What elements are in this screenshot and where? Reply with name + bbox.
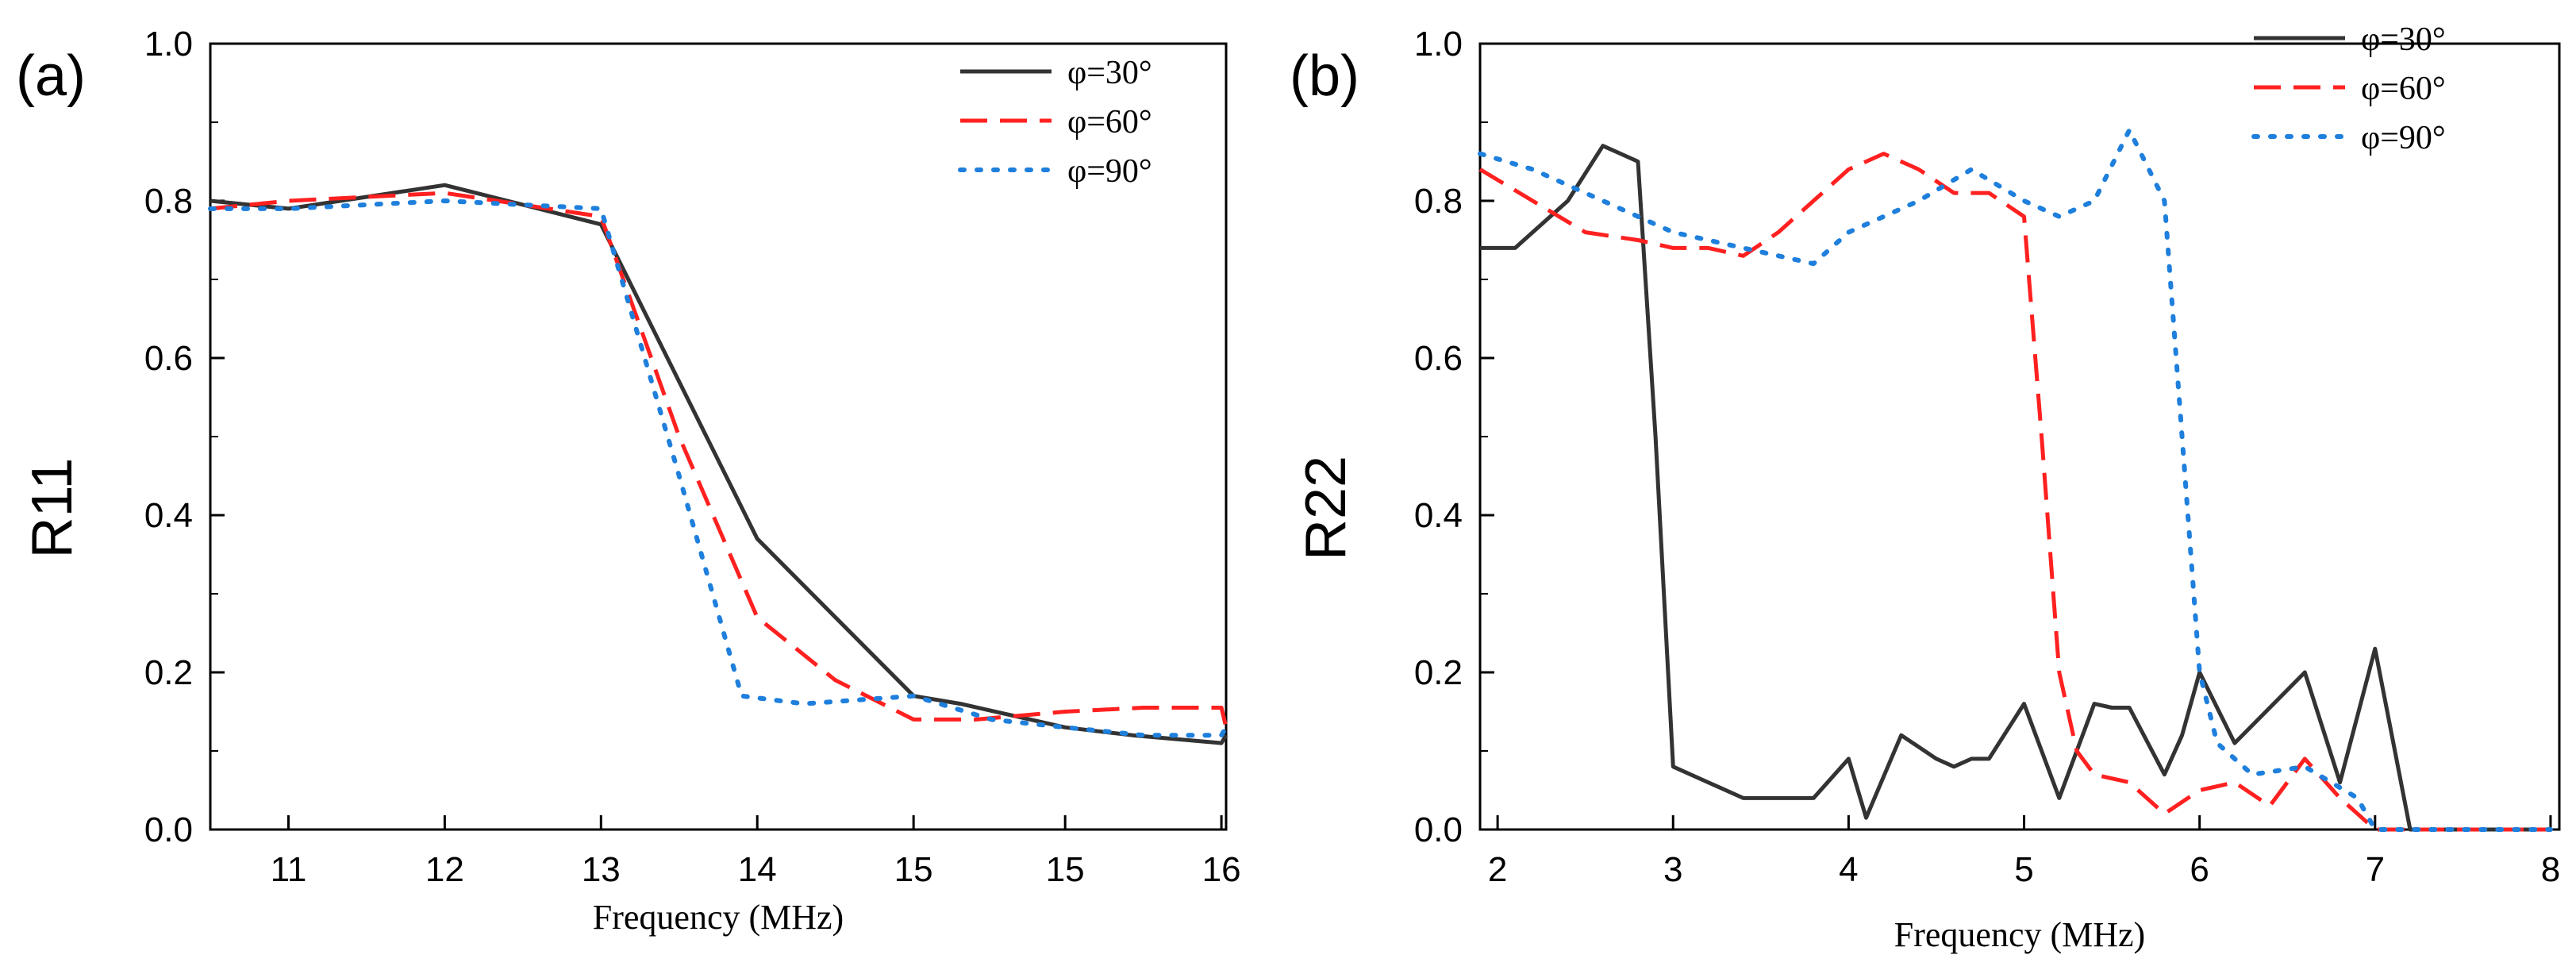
legend-label: φ=90°	[1067, 153, 1152, 190]
x-tick-label: 5	[2014, 850, 2033, 889]
y-axis-label-a: R11	[21, 458, 84, 559]
x-ticks-b: 2 3 4 5 6 7 8	[1488, 815, 2560, 889]
x-tick-label: 16	[1202, 850, 1241, 889]
legend-a: φ=30° φ=60° φ=90°	[958, 55, 1152, 190]
x-tick-label: 14	[738, 850, 777, 889]
x-tick-label: 7	[2366, 850, 2385, 889]
x-tick-label: 15	[894, 850, 933, 889]
series-line	[1480, 144, 2551, 832]
y-tick-label: 0.2	[1414, 653, 1463, 692]
series-line	[210, 191, 1228, 728]
legend-label: φ=90°	[2361, 120, 2446, 156]
y-axis-label-b: R22	[1294, 456, 1358, 560]
y-tick-label: 0.8	[144, 182, 193, 221]
chart-panel-b: (b) R22 0.0 0.2 0.4 0.6 0.8 1.0 2 3 4 5 6 7 8 Frequ…	[1290, 21, 2561, 954]
y-ticks-a: 0.0 0.2 0.4 0.6 0.8 1.0	[144, 25, 225, 849]
x-tick-label: 3	[1663, 850, 1682, 889]
y-tick-label: 0.0	[144, 810, 193, 849]
legend-label: φ=30°	[1067, 55, 1152, 91]
y-tick-label: 1.0	[1414, 25, 1463, 64]
x-axis-label-b: Frequency (MHz)	[1894, 915, 2145, 954]
series-line	[1478, 152, 2551, 832]
legend-label: φ=60°	[1067, 104, 1152, 141]
y-ticks-b: 0.0 0.2 0.4 0.6 0.8 1.0	[1414, 25, 1494, 849]
x-tick-label: 12	[425, 850, 464, 889]
x-tick-label: 15	[1046, 850, 1085, 889]
y-tick-label: 0.6	[1414, 339, 1463, 378]
y-tick-label: 1.0	[144, 25, 193, 64]
x-tick-label: 4	[1839, 850, 1858, 889]
chart-panel-a: (a) R11 0.00.20.40.60.81.0 11 12 13 14 15 15 1…	[16, 25, 1241, 937]
y-tick-label: 0.4	[144, 496, 193, 535]
series-line	[208, 198, 1228, 738]
x-axis-label-a: Frequency (MHz)	[593, 898, 844, 937]
panel-label-a: (a)	[16, 44, 86, 108]
x-ticks-a: 11 12 13 14 15 15 16	[271, 815, 1241, 889]
series-group-a	[208, 183, 1228, 745]
x-tick-label: 8	[2541, 850, 2560, 889]
panel-label-b: (b)	[1290, 44, 1359, 108]
legend-b: φ=30° φ=60° φ=90°	[2251, 21, 2446, 156]
legend-label: φ=60°	[2361, 71, 2446, 107]
x-tick-label: 2	[1488, 850, 1507, 889]
x-tick-label: 6	[2190, 850, 2209, 889]
x-tick-label: 11	[271, 850, 307, 889]
y-tick-label: 0.2	[144, 653, 193, 692]
y-tick-label: 0.4	[1414, 496, 1463, 535]
series-line	[1478, 127, 2553, 832]
legend-label: φ=30°	[2361, 21, 2446, 58]
series-group-b	[1478, 127, 2553, 832]
y-tick-label: 0.0	[1414, 810, 1463, 849]
y-tick-label: 0.8	[1414, 182, 1463, 221]
x-tick-label: 13	[582, 850, 621, 889]
y-tick-label: 0.6	[144, 339, 193, 378]
